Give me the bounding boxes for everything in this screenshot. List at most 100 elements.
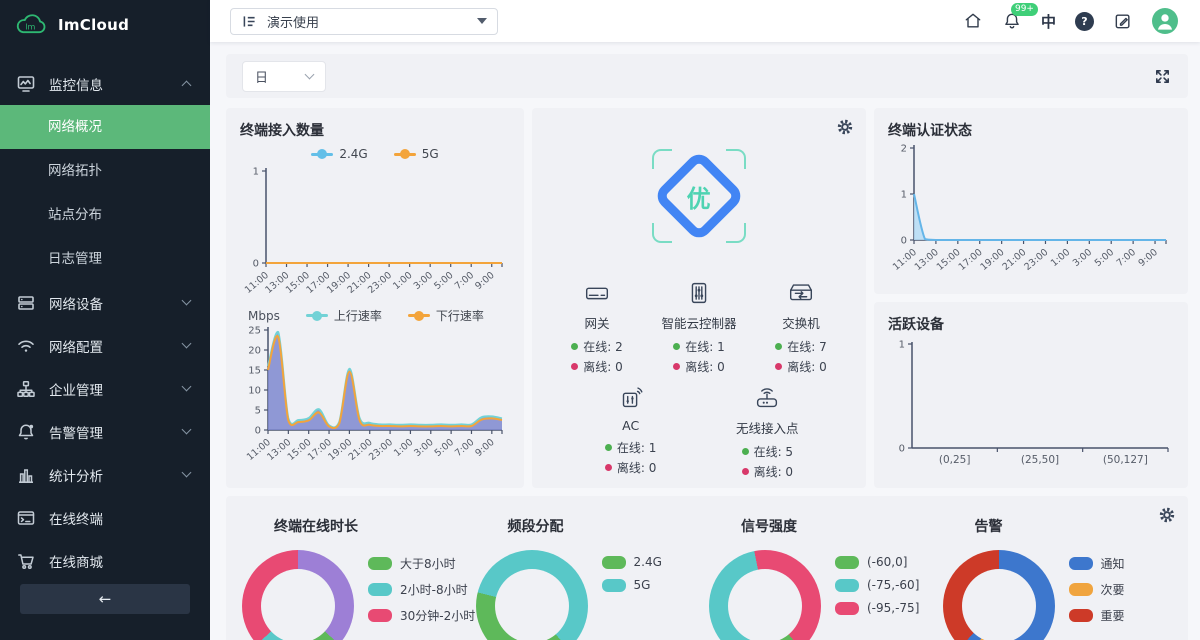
legend-item[interactable]: 下行速率 <box>407 307 484 324</box>
signal-strength-donut <box>709 550 821 640</box>
device-online-count: 在线: 5 <box>741 443 793 460</box>
svg-text:lm: lm <box>25 22 35 32</box>
chevron-down-icon <box>181 424 192 435</box>
terminal-icon <box>16 508 36 528</box>
sidebar-subitem-0-3[interactable]: 日志管理 <box>48 251 102 267</box>
offline-dot-icon <box>604 464 612 471</box>
cards-row: 终端接入数量 2.4G 5G 0 1 11:00 13:00 15:00 17:00 19:0… <box>226 108 1188 488</box>
legend-item[interactable]: (-95,-75] <box>835 601 919 615</box>
card-signal-strength: 信号强度 (-60,0] (-75,-60] (-95,-75] <box>709 508 935 640</box>
sidebar-item-5[interactable]: 统计分析 <box>0 453 210 496</box>
svg-text:3:00: 3:00 <box>412 270 435 292</box>
controller-icon <box>684 278 714 308</box>
svg-text:23:00: 23:00 <box>367 437 395 463</box>
device-stat: AC 在线: 1 离线: 0 <box>579 383 683 480</box>
card-auth-status: 终端认证状态 0 1 2 11:00 13:00 15:00 17:00 19:00 21:00… <box>874 108 1188 294</box>
bracket-corner-icon <box>726 223 746 243</box>
donut-title: 频段分配 <box>507 519 564 535</box>
device-stats: 网关 在线: 2 离线: 0 智能云控制器 在线: 1 离线: 0 交换机 在线: 7 离线: … <box>546 278 852 480</box>
notifications-bell-icon[interactable]: 99+ <box>1002 3 1038 31</box>
device-label: 智能云控制器 <box>661 316 737 331</box>
fullscreen-icon[interactable] <box>1153 67 1172 86</box>
legend-item[interactable]: (-75,-60] <box>835 578 919 592</box>
legend-item[interactable]: 通知 <box>1068 555 1125 572</box>
sidebar-collapse-button[interactable]: ← <box>20 584 190 614</box>
legend-item[interactable]: 重要 <box>1068 607 1125 624</box>
legend-item[interactable]: 5G <box>601 578 662 592</box>
language-toggle[interactable]: 中 <box>1040 12 1056 31</box>
help-icon[interactable]: ? <box>1075 11 1094 31</box>
gateway-icon <box>582 278 612 308</box>
device-stat: 无线接入点 在线: 5 离线: 0 <box>715 383 819 480</box>
svg-text:21:00: 21:00 <box>1000 247 1028 273</box>
card-terminal-access: 终端接入数量 2.4G 5G 0 1 11:00 13:00 15:00 17:00 19:0… <box>226 108 524 488</box>
device-offline-count: 离线: 0 <box>673 358 725 375</box>
legend-item[interactable]: 30分钟-2小时 <box>368 607 475 624</box>
svg-text:9:00: 9:00 <box>1137 247 1160 269</box>
legend-item[interactable]: 次要 <box>1068 581 1125 598</box>
bracket-corner-icon <box>652 223 672 243</box>
svg-text:11:00: 11:00 <box>891 247 919 273</box>
settings-gear-icon[interactable] <box>836 118 854 136</box>
topbar-icons: 99+ 中 ? <box>963 3 1178 34</box>
left-arrow-icon: ← <box>98 590 112 608</box>
offline-dot-icon <box>775 363 783 370</box>
sidebar: lm ImCloud 监控信息 网络概况 网络拓扑 站点分布 日志管理 网络设备 网络配置企… <box>0 0 210 640</box>
sidebar-item-0[interactable]: 监控信息 <box>0 62 210 105</box>
avatar[interactable] <box>1152 8 1178 34</box>
settings-gear-icon[interactable] <box>1158 506 1176 524</box>
svg-text:7:00: 7:00 <box>453 270 476 292</box>
sidebar-item-2[interactable]: 网络配置 <box>0 324 210 367</box>
sidebar-item-4[interactable]: 告警管理 <box>0 410 210 453</box>
svg-text:3:00: 3:00 <box>412 437 435 459</box>
svg-text:1: 1 <box>899 340 905 351</box>
device-offline-count: 离线: 0 <box>604 459 656 476</box>
svg-text:1:00: 1:00 <box>1049 247 1072 269</box>
donut-title: 告警 <box>974 519 1003 535</box>
sidebar-item-3[interactable]: 企业管理 <box>0 367 210 410</box>
legend-item[interactable]: 2.4G <box>601 555 662 569</box>
device-stat: 智能云控制器 在线: 1 离线: 0 <box>648 278 750 375</box>
grade-text: 优 <box>687 184 711 213</box>
legend-item[interactable]: 5G <box>393 147 439 161</box>
sidebar-item-1[interactable]: 网络设备 <box>0 281 210 324</box>
tenant-select[interactable]: 演示使用 <box>230 7 498 35</box>
sidebar-item-label: 监控信息 <box>49 77 103 94</box>
sidebar-subitem-0-0[interactable]: 网络概况 <box>0 105 210 149</box>
feedback-edit-icon[interactable] <box>1113 11 1133 31</box>
sidebar-subitem-0-1[interactable]: 网络拓扑 <box>48 163 102 179</box>
donut-legend: 2.4G 5G <box>601 555 662 592</box>
legend-item[interactable]: 大于8小时 <box>368 555 475 572</box>
tenant-select-value: 演示使用 <box>267 15 320 31</box>
sidebar-item-label: 企业管理 <box>49 382 103 399</box>
svg-text:5:00: 5:00 <box>432 270 455 292</box>
bracket-corner-icon <box>652 149 672 169</box>
online-dot-icon <box>741 448 749 455</box>
sidebar-subitem-0-2[interactable]: 站点分布 <box>48 207 102 223</box>
device-stat: 交换机 在线: 7 离线: 0 <box>750 278 852 375</box>
legend-item[interactable]: (-60,0] <box>835 555 919 569</box>
svg-text:(25,50]: (25,50] <box>1021 454 1059 466</box>
sidebar-item-label: 网络配置 <box>49 339 103 356</box>
cart-icon <box>16 551 36 571</box>
chevron-down-icon <box>181 467 192 478</box>
home-icon[interactable] <box>963 11 983 31</box>
donut-legend: 大于8小时 2小时-8小时 30分钟-2小时 <box>368 555 475 624</box>
bar-chart-icon <box>16 465 36 485</box>
period-select[interactable]: 日 <box>242 60 326 92</box>
auth-status-chart: 0 1 2 11:00 13:00 15:00 17:00 19:00 21:00 23:00 1:… <box>888 140 1174 282</box>
svg-text:0: 0 <box>253 259 259 270</box>
legend-item[interactable]: 2小时-8小时 <box>368 581 475 598</box>
svg-text:1: 1 <box>901 190 907 201</box>
donut-title: 终端在线时长 <box>274 519 358 535</box>
legend-item[interactable]: 2.4G <box>311 147 368 161</box>
sidebar-item-6[interactable]: 在线终端 <box>0 496 210 539</box>
monitor-chart-icon <box>16 74 36 94</box>
card-network-health: 优 网关 在线: 2 离线: 0 智能云控制器 在线: 1 离线: 0 交换机 在线: 7 离线… <box>532 108 866 488</box>
sidebar-item-label: 告警管理 <box>49 425 103 442</box>
sidebar-item-label: 网络设备 <box>49 296 103 313</box>
sidebar-item-7[interactable]: 在线商城 <box>0 539 210 582</box>
donut-legend: 通知 次要 重要 <box>1068 555 1125 624</box>
legend-item[interactable]: 上行速率 <box>305 307 382 324</box>
device-online-count: 在线: 1 <box>604 439 656 456</box>
